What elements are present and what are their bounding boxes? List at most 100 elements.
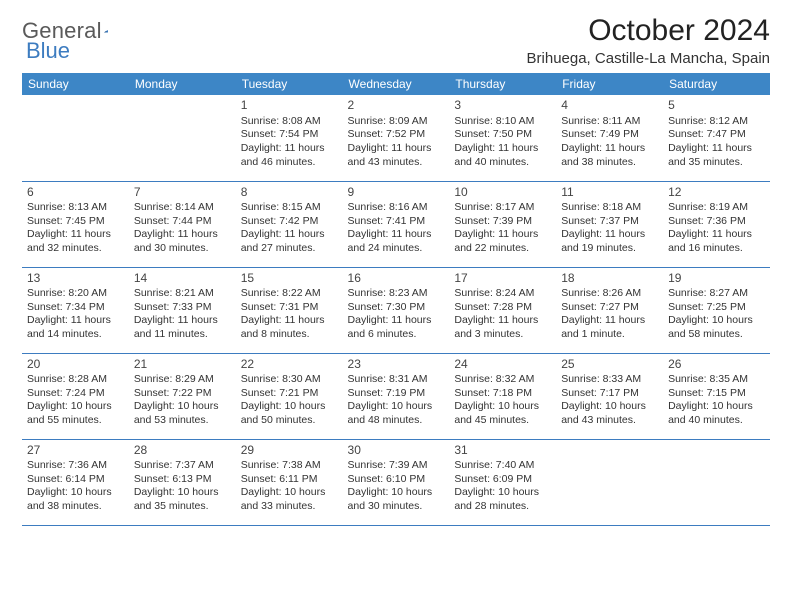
header: General October 2024 Brihuega, Castille-… bbox=[22, 14, 770, 67]
sunset-line: Sunset: 7:31 PM bbox=[241, 301, 338, 315]
sunrise-line: Sunrise: 7:40 AM bbox=[454, 459, 551, 473]
day-number: 16 bbox=[348, 271, 445, 287]
sunrise-line: Sunrise: 8:19 AM bbox=[668, 201, 765, 215]
calendar-cell: 18Sunrise: 8:26 AMSunset: 7:27 PMDayligh… bbox=[556, 267, 663, 353]
calendar-cell: 4Sunrise: 8:11 AMSunset: 7:49 PMDaylight… bbox=[556, 95, 663, 181]
day-number: 7 bbox=[134, 185, 231, 201]
sunrise-line: Sunrise: 7:36 AM bbox=[27, 459, 124, 473]
sunrise-line: Sunrise: 8:20 AM bbox=[27, 287, 124, 301]
calendar-cell: 5Sunrise: 8:12 AMSunset: 7:47 PMDaylight… bbox=[663, 95, 770, 181]
calendar-cell: 23Sunrise: 8:31 AMSunset: 7:19 PMDayligh… bbox=[343, 353, 450, 439]
calendar-cell: 6Sunrise: 8:13 AMSunset: 7:45 PMDaylight… bbox=[22, 181, 129, 267]
sunset-line: Sunset: 7:18 PM bbox=[454, 387, 551, 401]
sunrise-line: Sunrise: 8:11 AM bbox=[561, 115, 658, 129]
day-number: 5 bbox=[668, 98, 765, 114]
calendar-table: SundayMondayTuesdayWednesdayThursdayFrid… bbox=[22, 73, 770, 526]
daylight-line: Daylight: 11 hours and 3 minutes. bbox=[454, 314, 551, 341]
sunset-line: Sunset: 7:52 PM bbox=[348, 128, 445, 142]
day-number: 10 bbox=[454, 185, 551, 201]
day-number: 24 bbox=[454, 357, 551, 373]
sunset-line: Sunset: 6:14 PM bbox=[27, 473, 124, 487]
logo-triangle-icon bbox=[104, 22, 108, 40]
daylight-line: Daylight: 10 hours and 58 minutes. bbox=[668, 314, 765, 341]
day-number: 4 bbox=[561, 98, 658, 114]
daylight-line: Daylight: 10 hours and 30 minutes. bbox=[348, 486, 445, 513]
sunset-line: Sunset: 7:24 PM bbox=[27, 387, 124, 401]
calendar-cell: 8Sunrise: 8:15 AMSunset: 7:42 PMDaylight… bbox=[236, 181, 343, 267]
sunset-line: Sunset: 7:33 PM bbox=[134, 301, 231, 315]
day-number: 9 bbox=[348, 185, 445, 201]
daylight-line: Daylight: 11 hours and 35 minutes. bbox=[668, 142, 765, 169]
daylight-line: Daylight: 10 hours and 35 minutes. bbox=[134, 486, 231, 513]
day-number: 22 bbox=[241, 357, 338, 373]
calendar-cell: 31Sunrise: 7:40 AMSunset: 6:09 PMDayligh… bbox=[449, 439, 556, 525]
day-number: 20 bbox=[27, 357, 124, 373]
calendar-cell: 3Sunrise: 8:10 AMSunset: 7:50 PMDaylight… bbox=[449, 95, 556, 181]
calendar-cell: 14Sunrise: 8:21 AMSunset: 7:33 PMDayligh… bbox=[129, 267, 236, 353]
daylight-line: Daylight: 11 hours and 22 minutes. bbox=[454, 228, 551, 255]
daylight-line: Daylight: 10 hours and 50 minutes. bbox=[241, 400, 338, 427]
sunset-line: Sunset: 7:44 PM bbox=[134, 215, 231, 229]
logo-word2: Blue bbox=[26, 38, 70, 64]
day-number: 13 bbox=[27, 271, 124, 287]
daylight-line: Daylight: 10 hours and 53 minutes. bbox=[134, 400, 231, 427]
sunrise-line: Sunrise: 8:35 AM bbox=[668, 373, 765, 387]
calendar-cell bbox=[556, 439, 663, 525]
day-number: 23 bbox=[348, 357, 445, 373]
daylight-line: Daylight: 11 hours and 14 minutes. bbox=[27, 314, 124, 341]
sunset-line: Sunset: 7:27 PM bbox=[561, 301, 658, 315]
calendar-cell: 30Sunrise: 7:39 AMSunset: 6:10 PMDayligh… bbox=[343, 439, 450, 525]
month-title: October 2024 bbox=[527, 14, 770, 48]
daylight-line: Daylight: 11 hours and 30 minutes. bbox=[134, 228, 231, 255]
daylight-line: Daylight: 10 hours and 28 minutes. bbox=[454, 486, 551, 513]
daylight-line: Daylight: 10 hours and 55 minutes. bbox=[27, 400, 124, 427]
weekday-header: Sunday bbox=[22, 73, 129, 95]
sunset-line: Sunset: 7:36 PM bbox=[668, 215, 765, 229]
calendar-cell: 7Sunrise: 8:14 AMSunset: 7:44 PMDaylight… bbox=[129, 181, 236, 267]
sunset-line: Sunset: 7:54 PM bbox=[241, 128, 338, 142]
location: Brihuega, Castille-La Mancha, Spain bbox=[527, 50, 770, 67]
calendar-cell: 27Sunrise: 7:36 AMSunset: 6:14 PMDayligh… bbox=[22, 439, 129, 525]
sunrise-line: Sunrise: 8:24 AM bbox=[454, 287, 551, 301]
daylight-line: Daylight: 11 hours and 38 minutes. bbox=[561, 142, 658, 169]
sunset-line: Sunset: 7:15 PM bbox=[668, 387, 765, 401]
sunset-line: Sunset: 7:22 PM bbox=[134, 387, 231, 401]
daylight-line: Daylight: 10 hours and 45 minutes. bbox=[454, 400, 551, 427]
daylight-line: Daylight: 11 hours and 8 minutes. bbox=[241, 314, 338, 341]
daylight-line: Daylight: 11 hours and 46 minutes. bbox=[241, 142, 338, 169]
sunset-line: Sunset: 6:11 PM bbox=[241, 473, 338, 487]
day-number: 3 bbox=[454, 98, 551, 114]
daylight-line: Daylight: 11 hours and 27 minutes. bbox=[241, 228, 338, 255]
sunset-line: Sunset: 7:50 PM bbox=[454, 128, 551, 142]
calendar-cell: 22Sunrise: 8:30 AMSunset: 7:21 PMDayligh… bbox=[236, 353, 343, 439]
calendar-cell: 26Sunrise: 8:35 AMSunset: 7:15 PMDayligh… bbox=[663, 353, 770, 439]
sunrise-line: Sunrise: 8:29 AM bbox=[134, 373, 231, 387]
daylight-line: Daylight: 11 hours and 40 minutes. bbox=[454, 142, 551, 169]
calendar-cell: 10Sunrise: 8:17 AMSunset: 7:39 PMDayligh… bbox=[449, 181, 556, 267]
sunset-line: Sunset: 6:10 PM bbox=[348, 473, 445, 487]
sunrise-line: Sunrise: 8:33 AM bbox=[561, 373, 658, 387]
sunrise-line: Sunrise: 8:23 AM bbox=[348, 287, 445, 301]
sunrise-line: Sunrise: 7:39 AM bbox=[348, 459, 445, 473]
sunset-line: Sunset: 7:47 PM bbox=[668, 128, 765, 142]
daylight-line: Daylight: 11 hours and 11 minutes. bbox=[134, 314, 231, 341]
sunrise-line: Sunrise: 8:31 AM bbox=[348, 373, 445, 387]
weekday-header: Monday bbox=[129, 73, 236, 95]
day-number: 15 bbox=[241, 271, 338, 287]
day-number: 19 bbox=[668, 271, 765, 287]
weekday-header: Saturday bbox=[663, 73, 770, 95]
calendar-cell: 1Sunrise: 8:08 AMSunset: 7:54 PMDaylight… bbox=[236, 95, 343, 181]
daylight-line: Daylight: 10 hours and 43 minutes. bbox=[561, 400, 658, 427]
calendar-cell: 28Sunrise: 7:37 AMSunset: 6:13 PMDayligh… bbox=[129, 439, 236, 525]
daylight-line: Daylight: 11 hours and 6 minutes. bbox=[348, 314, 445, 341]
sunrise-line: Sunrise: 8:13 AM bbox=[27, 201, 124, 215]
calendar-cell: 17Sunrise: 8:24 AMSunset: 7:28 PMDayligh… bbox=[449, 267, 556, 353]
calendar-row: 13Sunrise: 8:20 AMSunset: 7:34 PMDayligh… bbox=[22, 267, 770, 353]
daylight-line: Daylight: 11 hours and 32 minutes. bbox=[27, 228, 124, 255]
sunrise-line: Sunrise: 7:38 AM bbox=[241, 459, 338, 473]
day-number: 21 bbox=[134, 357, 231, 373]
sunrise-line: Sunrise: 8:14 AM bbox=[134, 201, 231, 215]
weekday-header: Thursday bbox=[449, 73, 556, 95]
sunset-line: Sunset: 7:37 PM bbox=[561, 215, 658, 229]
calendar-cell: 11Sunrise: 8:18 AMSunset: 7:37 PMDayligh… bbox=[556, 181, 663, 267]
